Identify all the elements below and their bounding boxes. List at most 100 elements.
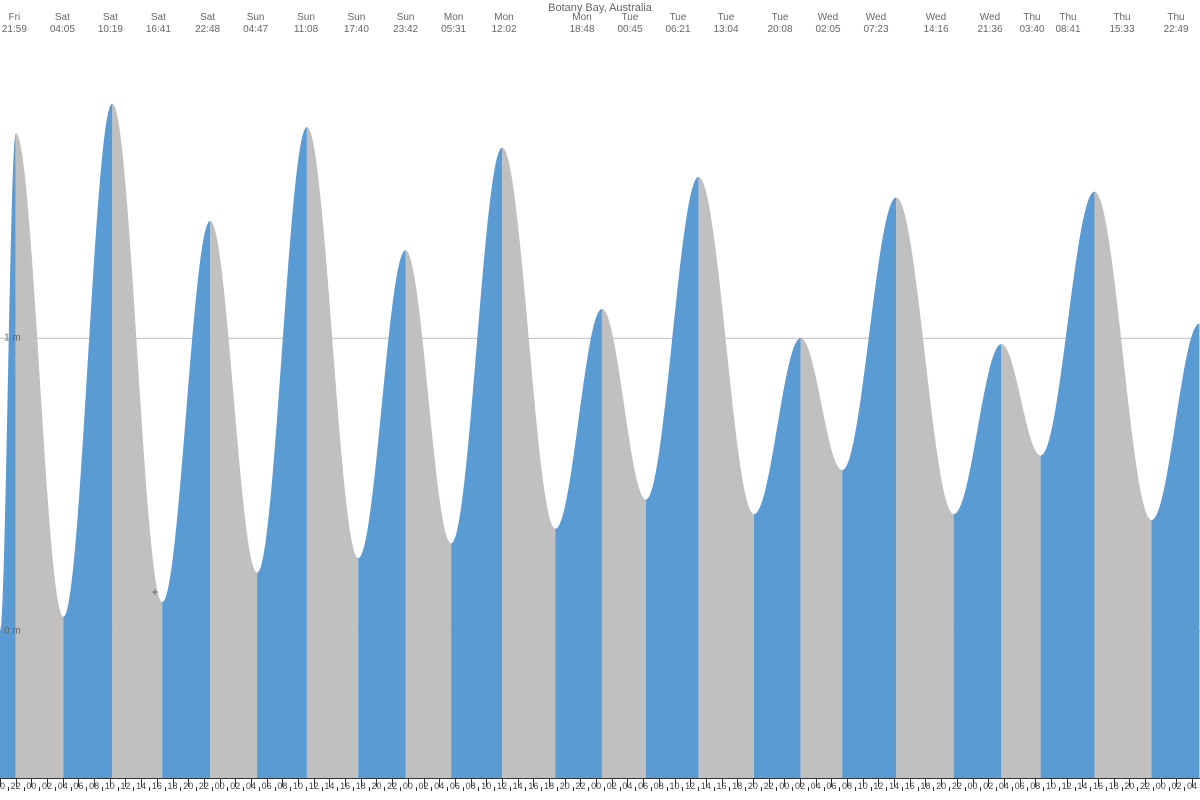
- x-tick-minor: [1106, 787, 1107, 791]
- x-tick-minor: [259, 787, 260, 791]
- x-tick-minor: [400, 787, 401, 791]
- x-tick-minor: [1122, 787, 1123, 791]
- x-tick-major: [173, 779, 174, 787]
- x-tick-major: [627, 779, 628, 787]
- x-tick-minor: [557, 787, 558, 791]
- x-tick-minor: [165, 787, 166, 791]
- y-axis-label: 1 m: [4, 333, 21, 344]
- x-tick-major: [16, 779, 17, 787]
- x-tick-major: [439, 779, 440, 787]
- x-tick-minor: [133, 787, 134, 791]
- x-tick-major: [643, 779, 644, 787]
- x-tick-minor: [635, 787, 636, 791]
- x-tick-major: [894, 779, 895, 787]
- x-tick-major: [455, 779, 456, 787]
- x-tick-minor: [541, 787, 542, 791]
- x-tick-major: [0, 779, 1, 787]
- x-tick-minor: [8, 787, 9, 791]
- x-tick-major: [1004, 779, 1005, 787]
- x-tick-major: [957, 779, 958, 787]
- x-tick-major: [110, 779, 111, 787]
- x-tick-minor: [1059, 787, 1060, 791]
- x-tick-major: [847, 779, 848, 787]
- x-tick-major: [424, 779, 425, 787]
- x-tick-major: [549, 779, 550, 787]
- x-tick-minor: [353, 787, 354, 791]
- x-tick-minor: [1169, 787, 1170, 791]
- x-tick-major: [361, 779, 362, 787]
- x-tick-minor: [337, 787, 338, 791]
- x-tick-minor: [682, 787, 683, 791]
- x-tick-minor: [86, 787, 87, 791]
- x-tick-minor: [620, 787, 621, 791]
- x-tick-major: [282, 779, 283, 787]
- x-tick-major: [1020, 779, 1021, 787]
- x-tick-major: [831, 779, 832, 787]
- x-tick-major: [533, 779, 534, 787]
- x-tick-minor: [761, 787, 762, 791]
- x-tick-major: [1161, 779, 1162, 787]
- x-tick-major: [345, 779, 346, 787]
- x-tick-minor: [55, 787, 56, 791]
- x-tick-minor: [196, 787, 197, 791]
- x-tick-minor: [980, 787, 981, 791]
- x-tick-minor: [1012, 787, 1013, 791]
- x-tick-minor: [431, 787, 432, 791]
- x-tick-minor: [918, 787, 919, 791]
- x-tick-major: [941, 779, 942, 787]
- x-tick-minor: [306, 787, 307, 791]
- x-tick-minor: [808, 787, 809, 791]
- x-tick-minor: [243, 787, 244, 791]
- x-tick-minor: [1043, 787, 1044, 791]
- x-tick-minor: [478, 787, 479, 791]
- x-tick-major: [580, 779, 581, 787]
- x-tick-major: [659, 779, 660, 787]
- x-tick-major: [220, 779, 221, 787]
- x-tick-minor: [212, 787, 213, 791]
- x-tick-major: [737, 779, 738, 787]
- x-tick-major: [125, 779, 126, 787]
- x-tick-major: [1082, 779, 1083, 787]
- x-tick-major: [63, 779, 64, 787]
- x-tick-minor: [651, 787, 652, 791]
- x-tick-major: [94, 779, 95, 787]
- x-tick-major: [1067, 779, 1068, 787]
- x-tick-minor: [714, 787, 715, 791]
- x-tick-minor: [855, 787, 856, 791]
- x-tick-major: [769, 779, 770, 787]
- x-tick-minor: [71, 787, 72, 791]
- x-tick-major: [973, 779, 974, 787]
- x-axis: 2022000204060810121416182022000204060810…: [0, 778, 1200, 800]
- x-tick-minor: [745, 787, 746, 791]
- x-tick-minor: [667, 787, 668, 791]
- x-tick-major: [1192, 779, 1193, 787]
- x-tick-major: [706, 779, 707, 787]
- x-tick-minor: [965, 787, 966, 791]
- x-tick-minor: [729, 787, 730, 791]
- x-tick-major: [1051, 779, 1052, 787]
- x-tick-minor: [1075, 787, 1076, 791]
- x-tick-minor: [369, 787, 370, 791]
- cross-marker: +: [151, 585, 158, 599]
- x-tick-major: [565, 779, 566, 787]
- x-tick-minor: [494, 787, 495, 791]
- x-tick-major: [518, 779, 519, 787]
- x-tick-major: [502, 779, 503, 787]
- x-tick-major: [612, 779, 613, 787]
- x-tick-minor: [902, 787, 903, 791]
- x-tick-minor: [871, 787, 872, 791]
- x-tick-major: [392, 779, 393, 787]
- x-tick-minor: [824, 787, 825, 791]
- x-tick-major: [1176, 779, 1177, 787]
- x-tick-major: [141, 779, 142, 787]
- x-tick-major: [314, 779, 315, 787]
- x-tick-minor: [604, 787, 605, 791]
- x-tick-major: [267, 779, 268, 787]
- x-tick-major: [31, 779, 32, 787]
- x-tick-minor: [416, 787, 417, 791]
- x-tick-major: [690, 779, 691, 787]
- x-tick-minor: [275, 787, 276, 791]
- x-tick-minor: [1184, 787, 1185, 791]
- x-tick-major: [78, 779, 79, 787]
- x-tick-major: [988, 779, 989, 787]
